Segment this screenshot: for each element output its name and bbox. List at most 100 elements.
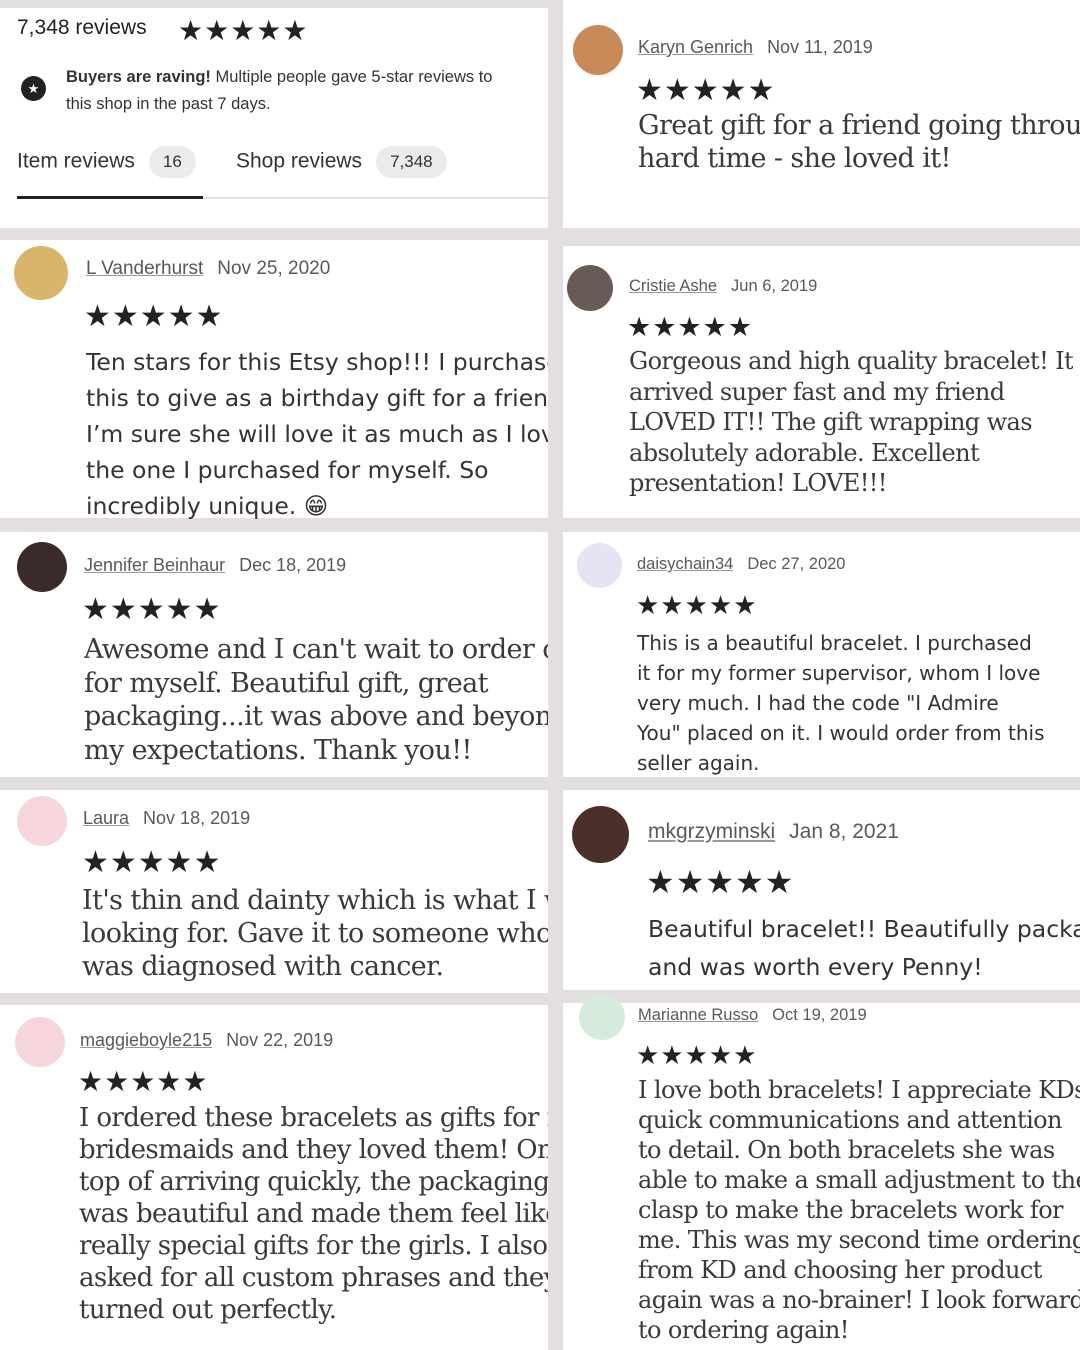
review-text-line: the one I purchased for myself. So [86,456,489,484]
reviewer-name-link[interactable]: Karyn Genrich [638,37,754,57]
review-text-line: presentation! LOVE!!! [629,469,887,497]
review-text-line: my expectations. Thank you!! [84,734,472,766]
review-text: It's thin and dainty which is what I was… [82,884,548,983]
review-text-line: Gorgeous and high quality bracelet! It [629,347,1074,375]
tab-divider [17,197,548,199]
review-meta: L Vanderhurst Nov 25, 2020 [86,258,330,280]
count-badge: 7,348 [376,146,447,178]
reviewer-name-link[interactable]: Laura [83,808,130,828]
reviewer-avatar[interactable] [14,246,68,300]
review-text: Gorgeous and high quality bracelet! It ar… [629,346,1073,499]
review-date: Dec 27, 2020 [747,555,846,573]
reviewer-name-link[interactable]: Cristie Ashe [629,277,718,295]
review-stars: ★★★★★ [636,1040,758,1070]
review-text-line: quick communications and attention [638,1106,1062,1134]
review-stars: ★★★★★ [646,864,795,900]
review-stars: ★★★★★ [78,1066,209,1097]
review-text: I love both bracelets! I appreciate KDs q… [638,1075,1080,1345]
review-date: Oct 19, 2019 [772,1006,867,1024]
review-text-line: from KD and choosing her product [638,1256,1042,1284]
review-text-line: able to make a small adjustment to the [638,1166,1080,1194]
reviewer-avatar[interactable] [17,796,67,846]
review-meta: Marianne Russo Oct 19, 2019 [638,1006,867,1025]
review-text-line: absolutely adorable. Excellent [629,438,980,467]
rave-bold: Buyers are raving! [66,68,211,86]
tab-shop-reviews[interactable]: Shop reviews 7,348 [236,146,447,178]
review-date: Jan 8, 2021 [789,820,899,843]
review-text-line: to ordering again! [638,1316,849,1344]
reviewer-avatar[interactable] [579,994,625,1040]
review-stars: ★★★★★ [82,593,222,626]
reviewer-avatar[interactable] [573,25,623,75]
buyers-raving-notice: Buyers are raving! Multiple people gave … [66,64,492,118]
review-date: Dec 18, 2019 [239,555,347,575]
active-tab-indicator [17,196,203,199]
review-text-line: looking for. Gave it to someone who [82,918,548,949]
review-text-line: incredibly unique. 😁 [86,492,329,520]
review-text-line: was diagnosed with cancer. [82,951,444,982]
review-text-line: arrived super fast and my friend [629,377,1005,406]
review-card [563,1003,1080,1350]
review-meta: Cristie Ashe Jun 6, 2019 [629,277,817,296]
review-card [0,1005,548,1350]
review-text-line: again was a no-brainer! I look forward [638,1286,1080,1314]
review-text-line: clasp to make the bracelets work for [638,1196,1064,1224]
review-text-line: packaging...it was above and beyond [84,701,548,732]
reviewer-name-link[interactable]: Jennifer Beinhaur [84,555,226,575]
reviewer-name-link[interactable]: L Vanderhurst [86,258,204,279]
review-text: Great gift for a friend going through ah… [638,110,1080,175]
review-card [563,246,1080,518]
review-card [563,790,1080,990]
reviewer-avatar[interactable] [15,1017,65,1067]
review-card [0,240,548,518]
review-text-line: LOVED IT!! The gift wrapping was [629,408,1033,436]
review-text: This is a beautiful bracelet. I purchase… [637,628,1045,778]
review-text: I ordered these bracelets as gifts for m… [79,1102,548,1326]
rave-text-2: this shop in the past 7 days. [66,95,271,113]
reviewer-avatar[interactable] [17,542,67,592]
reviewer-name-link[interactable]: mkgrzyminski [648,820,776,843]
review-text: Awesome and I can't wait to order one for… [84,633,548,767]
review-text-line: It's thin and dainty which is what I was [82,885,548,916]
review-meta: mkgrzyminski Jan 8, 2021 [648,820,899,844]
review-text-line: Ten stars for this Etsy shop!!! I purcha… [86,348,548,376]
review-text-line: asked for all custom phrases and they [79,1263,548,1293]
review-text-line: this to give as a birthday gift for a fr… [86,384,548,412]
review-text-line: I love both bracelets! I appreciate KDs [638,1076,1080,1104]
tab-label: Item reviews [17,149,135,173]
count-badge: 16 [148,146,196,178]
review-stars: ★★★★★ [84,300,224,333]
reviewer-name-link[interactable]: Marianne Russo [638,1006,759,1024]
rave-text: Multiple people gave 5-star reviews to [210,68,493,86]
review-card [563,532,1080,777]
review-card [0,790,548,993]
review-text-line: I ordered these bracelets as gifts for m… [79,1103,548,1133]
review-text-line: me. This was my second time ordering [638,1226,1080,1254]
reviewer-name-link[interactable]: maggieboyle215 [80,1030,213,1050]
reviewer-name-link[interactable]: daisychain34 [637,555,734,573]
reviewer-avatar[interactable] [567,265,613,311]
review-text: Ten stars for this Etsy shop!!! I purcha… [86,344,548,524]
review-date: Jun 6, 2019 [731,277,818,295]
review-text-line: I’m sure she will love it as much as I l… [86,420,548,448]
review-text-line: You" placed on it. I would order from th… [637,721,1045,745]
star-badge-icon: ★ [21,76,46,101]
review-text-line: bridesmaids and they loved them! On [79,1135,548,1165]
reviewer-avatar[interactable] [577,543,622,588]
reviewer-avatar[interactable] [572,806,629,863]
review-card [0,532,548,777]
review-meta: Karyn Genrich Nov 11, 2019 [638,37,873,58]
review-text-line: seller again. [637,751,760,775]
review-text-line: really special gifts for the girls. I al… [79,1231,548,1261]
review-text-line: very much. I had the code "I Admire [637,691,999,715]
rating-stars: ★★★★★ [178,15,309,46]
tab-item-reviews[interactable]: Item reviews 16 [17,146,196,178]
review-date: Nov 25, 2020 [217,258,331,279]
review-card [563,0,1080,228]
review-text: Beautiful bracelet!! Beautifully packa an… [648,910,1080,986]
review-date: Nov 18, 2019 [143,808,251,828]
review-text-line: Great gift for a friend going through a [638,110,1080,141]
review-text-line: was beautiful and made them feel like [79,1199,548,1229]
review-meta: Laura Nov 18, 2019 [83,808,250,829]
tab-label: Shop reviews [236,149,363,173]
